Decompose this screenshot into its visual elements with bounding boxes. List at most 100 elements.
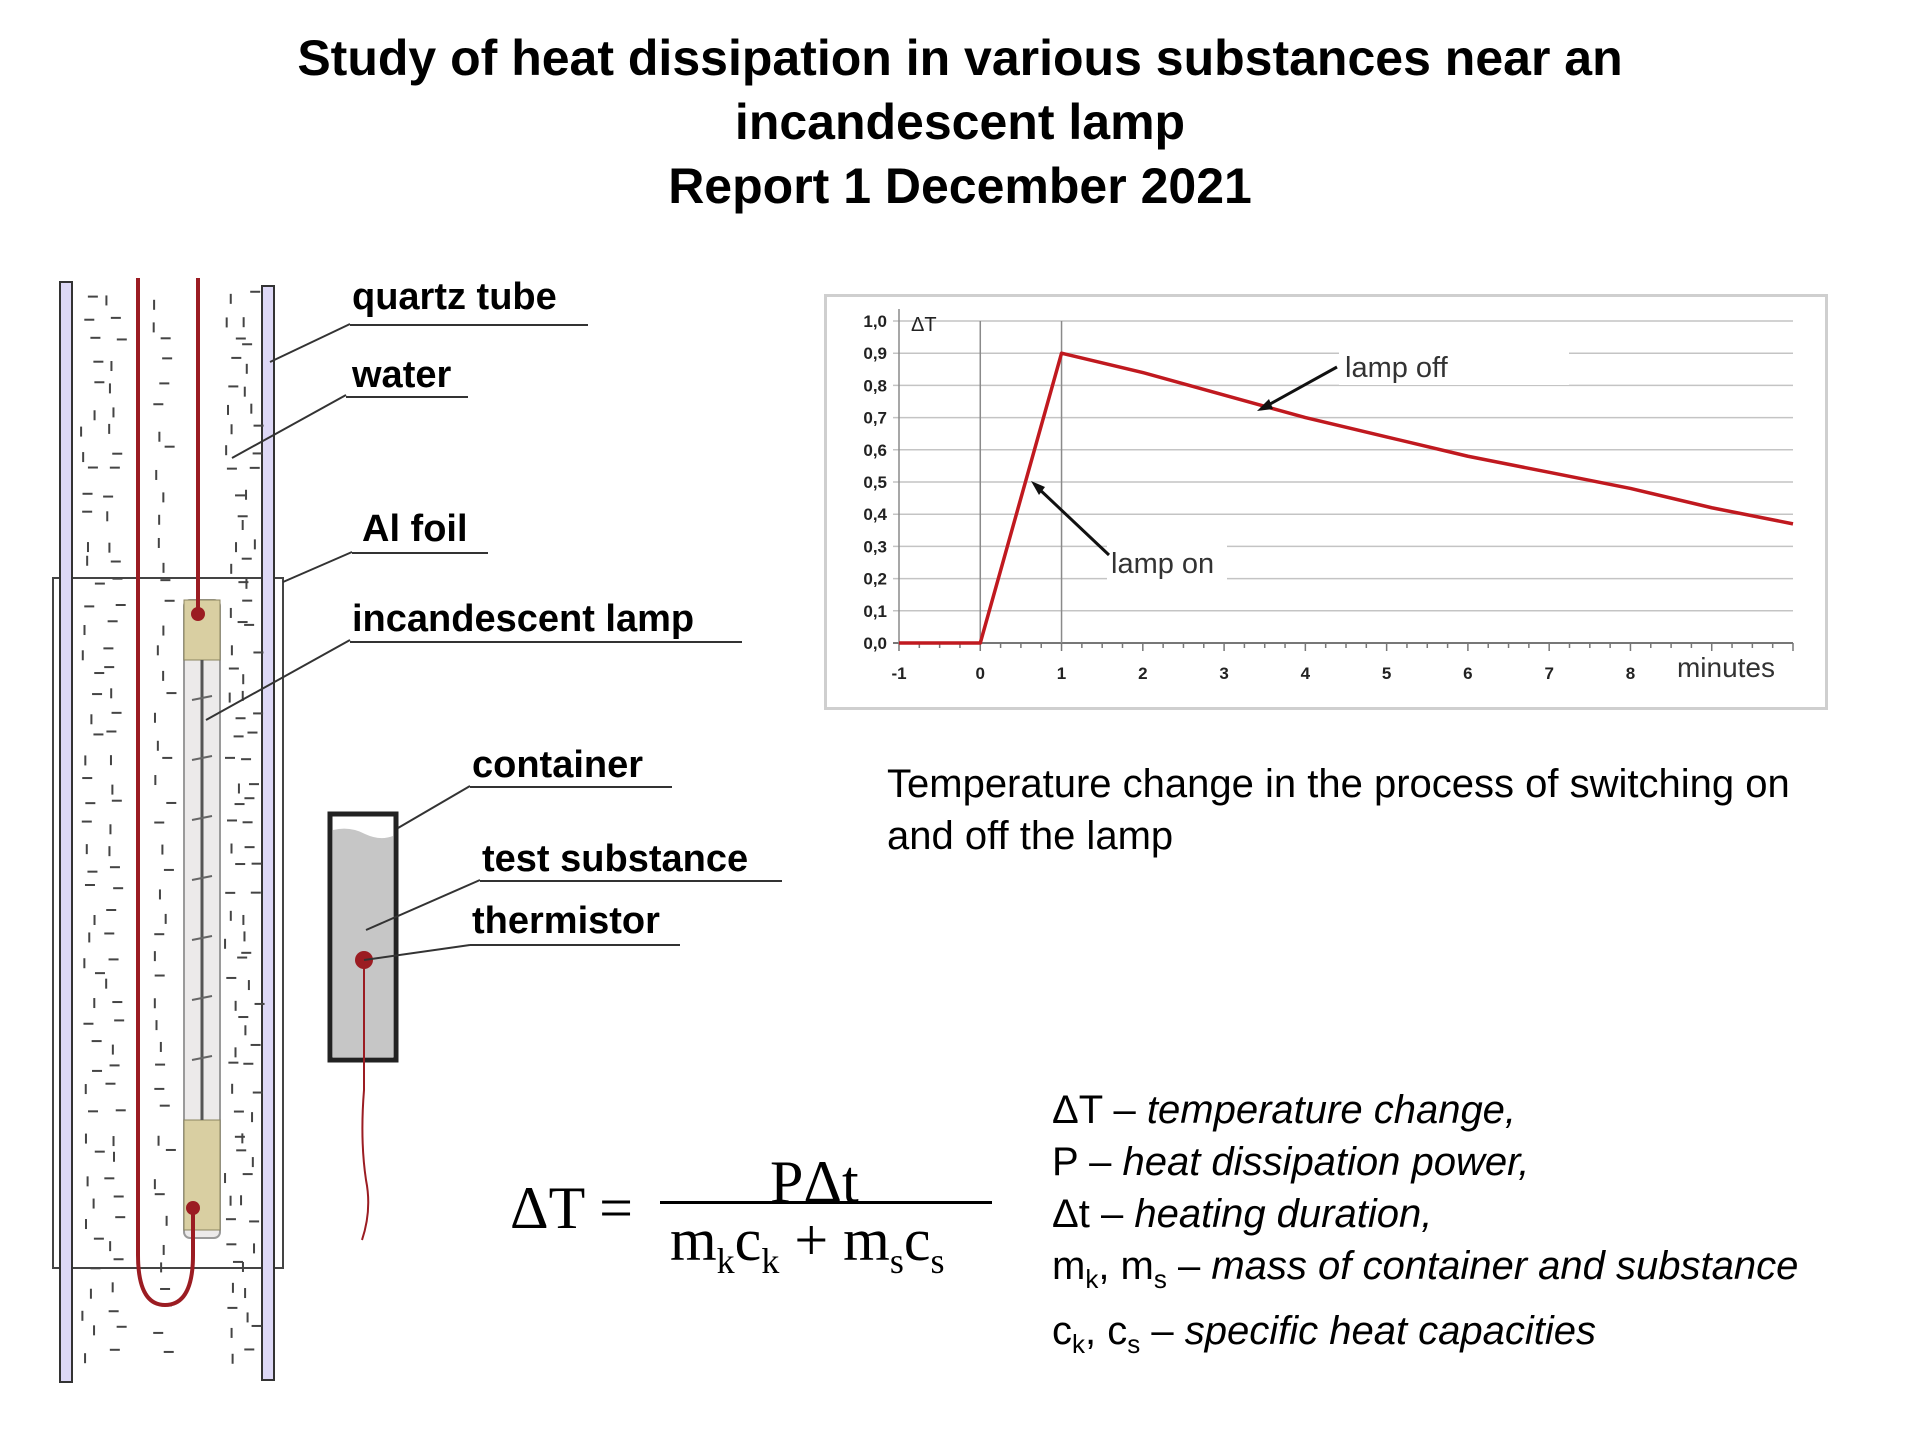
underline-container	[470, 786, 672, 788]
den-s2: s	[930, 1241, 945, 1281]
formula-denominator: mkck + mscs	[670, 1206, 945, 1282]
lamp-filament-supports	[191, 695, 213, 1061]
label-water: water	[352, 354, 452, 396]
formula-fraction-bar	[660, 1201, 992, 1204]
title-line-3: Report 1 December 2021	[668, 158, 1252, 214]
den-m1: m	[670, 1207, 717, 1273]
legend-m-sub-s: s	[1153, 1264, 1167, 1294]
leader-test-substance	[365, 879, 481, 931]
lamp-top-contact	[191, 607, 205, 621]
label-al-foil: Al foil	[362, 508, 468, 550]
annotation-arrowhead-lamp-on	[1031, 481, 1045, 495]
annotation-lamp-on: lamp on	[1111, 548, 1214, 580]
y-tick-label: 1,0	[863, 312, 887, 331]
series-line	[899, 351, 1794, 645]
underline-thermistor	[470, 944, 680, 946]
thermistor-wire	[361, 960, 370, 1241]
temperature-chart: 0,0 0,1 0,2 0,3 0,4 0,5 0,6 0,7 0,8 0,9 1,0 ΔT -1 0 1 2…	[824, 294, 1828, 710]
legend-m-symbol: m	[1052, 1244, 1086, 1288]
x-tick-label: 2	[1138, 664, 1147, 683]
den-c2: c	[903, 1207, 931, 1273]
caption-line-2: and off the lamp	[887, 814, 1174, 858]
legend-m-sub-k: k	[1085, 1264, 1099, 1294]
formula-numerator: PΔt	[770, 1149, 859, 1215]
den-k1: k	[716, 1241, 735, 1281]
legend-m-desc: mass of container and substance	[1211, 1244, 1799, 1288]
label-quartz-tube: quartz tube	[352, 276, 557, 318]
legend-P: P – heat dissipation power,	[1052, 1136, 1798, 1188]
legend-m-dash: –	[1166, 1244, 1201, 1288]
x-tick-label: 6	[1463, 664, 1472, 683]
y-tick-label: 0,0	[863, 634, 887, 653]
label-test-substance: test substance	[482, 838, 749, 880]
test-substance-fill	[333, 828, 393, 1057]
den-s1: s	[889, 1241, 904, 1281]
legend-dT-desc: temperature change,	[1146, 1088, 1517, 1132]
y-tick-label: 0,1	[863, 602, 887, 621]
y-axis-label: ΔT	[911, 314, 937, 336]
x-tick-label: 8	[1626, 664, 1635, 683]
x-axis-label: minutes	[1677, 652, 1775, 683]
underline-test-substance	[480, 880, 782, 882]
legend-P-desc: heat dissipation power,	[1122, 1140, 1530, 1184]
y-tick-label: 0,8	[863, 376, 887, 395]
lamp-bottom-contact	[186, 1201, 200, 1215]
legend-P-symbol: P –	[1052, 1140, 1112, 1184]
underline-water	[346, 396, 468, 398]
legend-c-mid: , c	[1085, 1309, 1128, 1353]
legend-heat-capacity: ck, cs – specific heat capacities	[1052, 1305, 1798, 1370]
legend-c-sub-s: s	[1127, 1329, 1141, 1359]
legend-dT-symbol: ΔT –	[1052, 1088, 1136, 1132]
y-tick-label: 0,3	[863, 537, 887, 556]
legend-c-dash: –	[1140, 1309, 1174, 1353]
x-tick-label: 1	[1057, 664, 1066, 683]
formula-lhs: ΔT =	[510, 1175, 633, 1241]
x-tick-label: 4	[1301, 664, 1311, 683]
annotation-bg-lamp-off	[1339, 345, 1569, 385]
title-line-1: Study of heat dissipation in various sub…	[297, 30, 1623, 86]
annotation-bg-lamp-on	[1107, 543, 1227, 583]
leader-water	[231, 394, 347, 459]
x-tick-label: 7	[1544, 664, 1553, 683]
y-tick-label: 0,4	[863, 505, 887, 524]
al-foil-shape	[52, 577, 284, 1269]
label-container: container	[472, 744, 644, 786]
y-tick-label: 0,5	[863, 473, 887, 492]
leader-container	[397, 785, 471, 829]
legend-c-desc: specific heat capacities	[1184, 1309, 1597, 1353]
legend-dt-symbol: Δt –	[1052, 1192, 1124, 1236]
y-tick-label: 0,2	[863, 570, 887, 589]
den-m2: m	[843, 1207, 890, 1273]
den-c1: c	[734, 1207, 762, 1273]
legend-c-sub-k: k	[1072, 1329, 1085, 1359]
den-plus: +	[779, 1207, 844, 1273]
underline-al-foil	[352, 552, 488, 554]
legend-dt: Δt – heating duration,	[1052, 1188, 1798, 1240]
water-dashes	[80, 290, 265, 1364]
x-tick-label: 3	[1219, 664, 1228, 683]
leader-lamp	[205, 639, 351, 721]
x-tick-label: -1	[891, 664, 906, 683]
page-title: Study of heat dissipation in various sub…	[0, 26, 1920, 218]
x-tick-label: 5	[1382, 664, 1391, 683]
title-line-2: incandescent lamp	[734, 94, 1186, 150]
leader-al-foil	[282, 551, 353, 583]
underline-quartz-tube	[350, 324, 588, 326]
label-incandescent-lamp: incandescent lamp	[352, 598, 695, 640]
symbol-legend: ΔT – temperature change, P – heat dissip…	[1052, 1084, 1798, 1370]
leader-quartz-tube	[269, 323, 351, 363]
label-thermistor: thermistor	[472, 900, 660, 942]
chart-caption: Temperature change in the process of swi…	[887, 758, 1887, 862]
y-tick-label: 0,6	[863, 441, 887, 460]
y-tick-label: 0,9	[863, 344, 887, 363]
y-tick-label: 0,7	[863, 409, 887, 428]
leader-thermistor	[363, 944, 471, 961]
annotation-lamp-off: lamp off	[1345, 352, 1449, 384]
legend-mass: mk, ms – mass of container and substance	[1052, 1240, 1798, 1305]
quartz-tube-left-wall	[59, 281, 73, 1383]
legend-dt-desc: heating duration,	[1134, 1192, 1433, 1236]
caption-line-1: Temperature change in the process of swi…	[887, 762, 1790, 806]
legend-dT: ΔT – temperature change,	[1052, 1084, 1798, 1136]
legend-c-symbol: c	[1052, 1309, 1072, 1353]
